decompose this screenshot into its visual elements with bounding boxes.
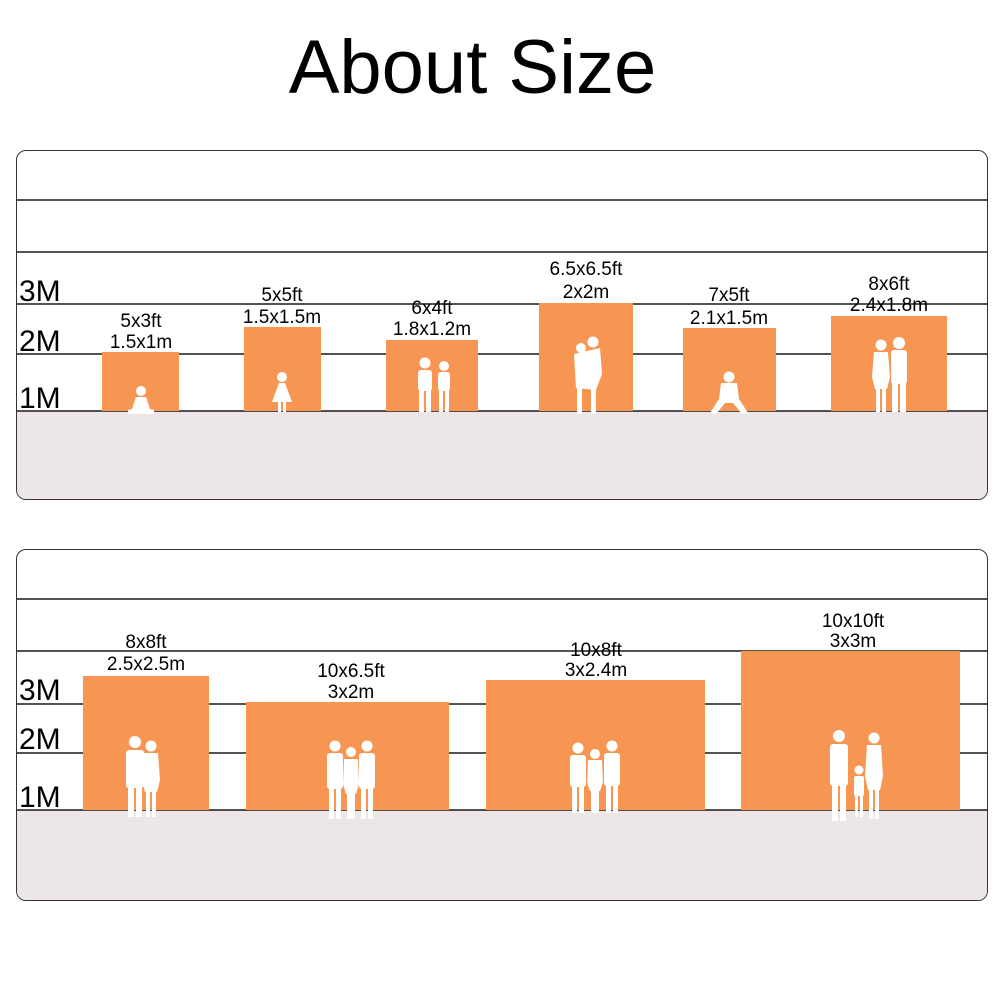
size-label-m: 2.4x1.8m <box>850 295 928 316</box>
size-label-ft: 5x3ft <box>120 311 162 332</box>
backdrop-6.5x6.5ft: 6.5x6.5ft 2x2m <box>539 259 633 414</box>
size-label-ft: 6x4ft <box>411 298 453 319</box>
woman-silhouette <box>438 361 450 412</box>
size-label-m: 1.5x1m <box>110 332 172 353</box>
man-silhouette <box>418 357 432 412</box>
size-panel-row-1: 3M 2M 1M 5x3ft 1.5x1m 5x5ft 1.5x1.5m <box>16 150 988 500</box>
man-silhouette <box>126 736 144 817</box>
backdrop-5x3ft: 5x3ft 1.5x1m <box>102 311 179 414</box>
size-diagram-row-2: 3M 2M 1M 8x8ft 2.5x2.5m 10x6.5ft <box>17 598 987 900</box>
backdrop-8x8ft: 8x8ft 2.5x2.5m <box>83 632 209 817</box>
scale-label-1m: 1M <box>19 781 61 814</box>
backdrop-10x10ft: 10x10ft 3x3m <box>741 611 960 821</box>
backdrop-7x5ft: 7x5ft 2.1x1.5m <box>683 285 776 414</box>
size-panel-row-2: 3M 2M 1M 8x8ft 2.5x2.5m 10x6.5ft <box>16 549 988 901</box>
girl-silhouette <box>272 372 292 412</box>
size-label-ft: 10x10ft <box>822 611 885 632</box>
size-label-ft: 7x5ft <box>708 285 750 306</box>
size-label-m: 3x2.4m <box>565 660 627 681</box>
scale-label-2m: 2M <box>19 723 61 756</box>
backdrop-rect <box>831 316 947 411</box>
size-label-m: 2.1x1.5m <box>690 308 768 329</box>
child-silhouette <box>854 765 864 817</box>
backdrop-8x6ft: 8x6ft 2.4x1.8m <box>831 274 947 412</box>
woman-silhouette <box>865 732 883 819</box>
man-silhouette <box>604 740 620 813</box>
size-label-ft: 6.5x6.5ft <box>550 259 624 280</box>
size-label-ft: 8x6ft <box>868 274 910 295</box>
size-label-ft: 10x8ft <box>570 640 622 661</box>
crouching-man-silhouette <box>710 371 748 414</box>
couple-embrace-silhouette <box>574 336 602 414</box>
woman-silhouette <box>872 339 890 412</box>
man-silhouette <box>570 742 586 813</box>
man-silhouette <box>830 730 848 821</box>
size-label-m: 2.5x2.5m <box>107 654 185 675</box>
backdrop-6x4ft: 6x4ft 1.8x1.2m <box>386 298 478 412</box>
floor-area <box>17 810 987 900</box>
size-label-ft: 8x8ft <box>125 632 167 653</box>
scale-label-3m: 3M <box>19 674 61 707</box>
woman-silhouette <box>142 740 160 817</box>
scale-label-2m: 2M <box>19 325 61 358</box>
man-silhouette <box>359 740 375 819</box>
backdrop-rect <box>741 651 960 810</box>
size-diagram-row-1: 3M 2M 1M 5x3ft 1.5x1m 5x5ft 1.5x1.5m <box>17 199 987 499</box>
floor-area <box>17 411 987 499</box>
woman-silhouette <box>587 749 603 813</box>
man-silhouette <box>327 740 343 819</box>
size-label-m: 3x2m <box>328 682 374 703</box>
scale-label-3m: 3M <box>19 275 61 308</box>
man-silhouette <box>891 337 907 412</box>
backdrop-5x5ft: 5x5ft 1.5x1.5m <box>243 285 321 412</box>
backdrop-10x6.5ft: 10x6.5ft 3x2m <box>246 661 449 819</box>
woman-silhouette <box>343 747 359 819</box>
page-title: About Size <box>288 25 657 110</box>
child-sitting-silhouette <box>128 386 154 414</box>
size-label-ft: 5x5ft <box>261 285 303 306</box>
size-label-m: 1.5x1.5m <box>243 307 321 328</box>
size-label-m: 1.8x1.2m <box>393 319 471 340</box>
size-label-m: 2x2m <box>563 282 609 303</box>
backdrop-10x8ft: 10x8ft 3x2.4m <box>486 640 705 813</box>
size-label-m: 3x3m <box>830 631 876 652</box>
scale-label-1m: 1M <box>19 382 61 415</box>
size-label-ft: 10x6.5ft <box>317 661 385 682</box>
